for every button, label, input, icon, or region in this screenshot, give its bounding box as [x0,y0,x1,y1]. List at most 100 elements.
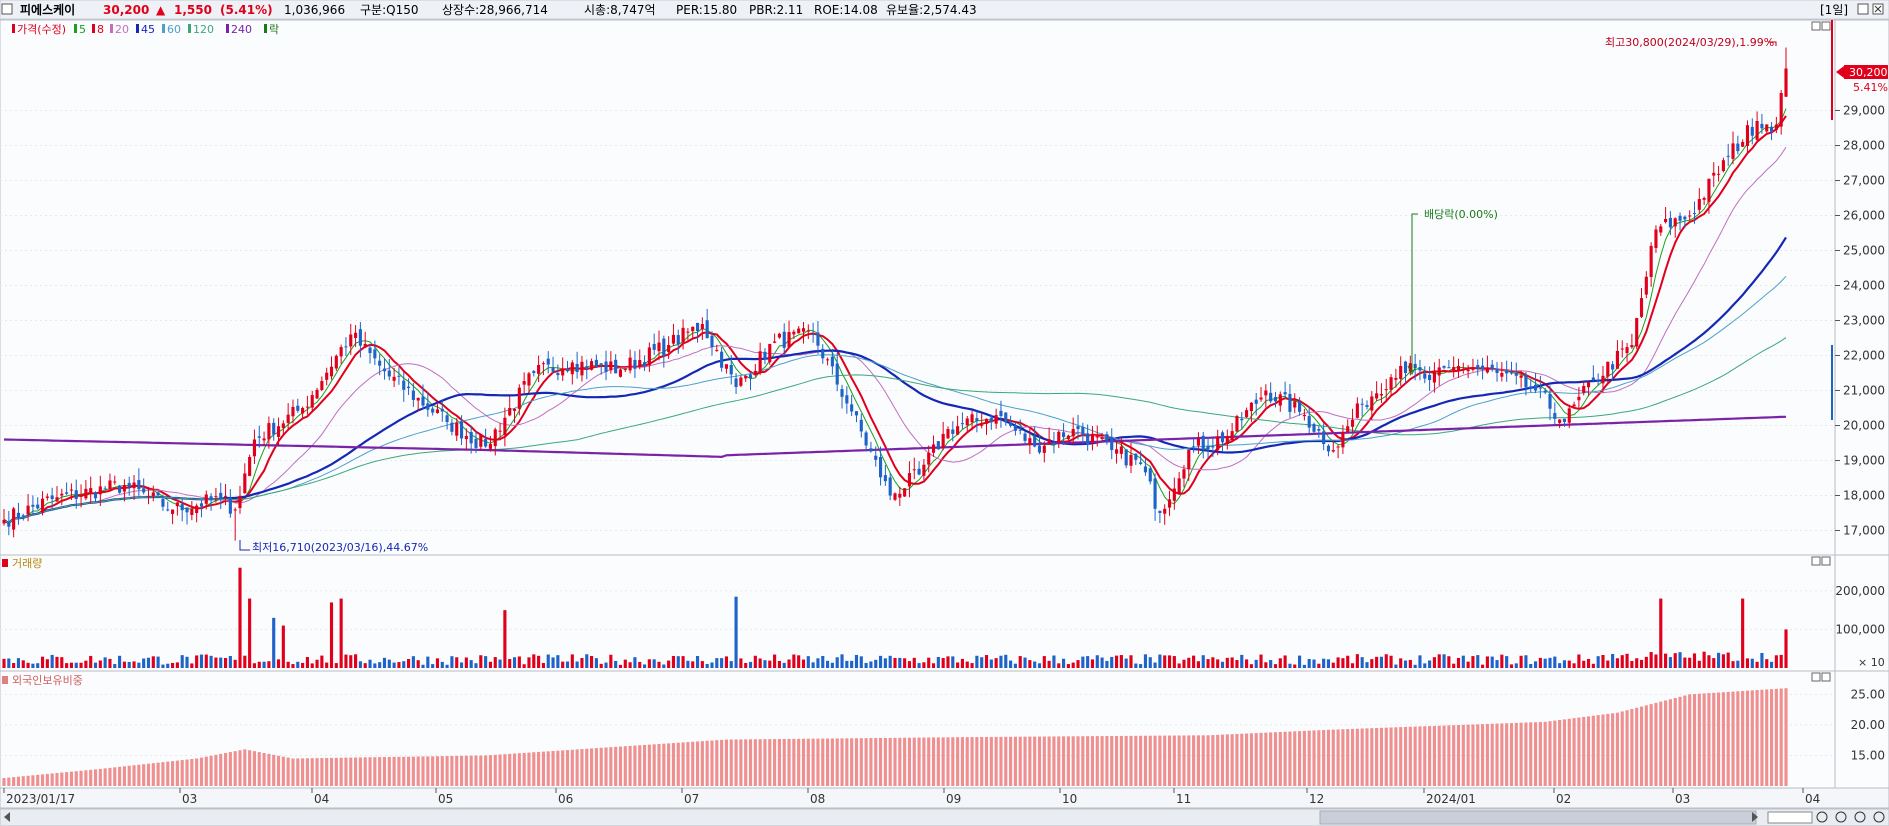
candle [1644,271,1648,299]
volume-bar [1519,655,1523,668]
candle-body [416,397,420,401]
candle [1509,361,1514,375]
candle [79,484,83,508]
volume-bar [50,654,54,668]
candle [1124,449,1128,469]
volume-bar [171,662,175,668]
candle [590,358,594,371]
candle [503,407,507,447]
candle [797,326,801,334]
candle-body [951,429,955,434]
candle-body [1630,345,1634,348]
candle-body [811,334,815,336]
candle [488,435,493,452]
foreign-ratio-bar [1037,736,1042,786]
zoom-reset-icon[interactable] [1835,811,1847,823]
foreign-ratio-bar [113,767,117,786]
scroll-right-icon[interactable] [1752,812,1758,822]
candle [1774,116,1778,134]
menu-icon[interactable] [1,3,13,15]
volume-pane-minimize-icon[interactable] [1811,556,1821,566]
foreign-ratio-bar [1249,733,1253,786]
foreign-ratio-bar [1654,702,1658,786]
foreign-ratio-bar [1423,726,1427,786]
volume-bar [276,659,281,668]
candle-body [1004,412,1008,423]
candle [1375,381,1379,401]
candle [551,356,555,374]
candle [1529,378,1533,393]
horizontal-scrollbar[interactable] [0,808,1889,826]
foreign-ratio-bar [1543,721,1547,786]
foreign-ratio-bar [459,755,464,786]
foreign-ratio-bar [1452,725,1456,786]
volume-bar [79,662,83,668]
volume-bar [103,657,107,668]
candle [1731,131,1735,165]
candle-body [1736,143,1740,152]
candle [537,355,541,383]
candle-body [956,426,960,435]
volume-bar [724,656,728,668]
candle [349,323,353,355]
foreign-ratio-bar [36,774,40,786]
foreign-ratio-bar [315,758,319,786]
candle [1384,378,1388,401]
foreign-ratio-bar [1779,688,1783,786]
close-icon[interactable] [1872,3,1884,15]
candle [445,411,449,430]
candle-body [638,360,642,368]
volume-bar [26,662,30,668]
candle [1500,362,1504,382]
candle-body [2,520,6,524]
pane-buttons[interactable] [1811,21,1831,31]
volume-bar [1283,655,1287,668]
foreign-ratio-bar [286,757,290,786]
candle [267,416,271,449]
candle-body [93,492,98,499]
zoom-slider[interactable] [1767,811,1813,824]
candle-body [1346,426,1350,433]
foreign-ratio-bar [1558,720,1562,786]
volume-bar [1322,658,1326,668]
period-button[interactable]: [1일] [1820,3,1848,17]
volume-bar [1596,656,1600,668]
foreign-pane-minimize-icon[interactable] [1811,672,1821,682]
volume-bar [1350,663,1355,668]
high-arrow-icon [1768,41,1777,46]
candle-body [1182,469,1186,479]
foreign-ratio-bar [1408,726,1412,786]
zoom-in-icon[interactable] [1854,811,1866,823]
volume-bar [214,657,218,668]
candle-body [363,343,367,348]
volume-bar [503,610,507,668]
volume-bar [1562,660,1567,668]
candle [917,461,921,476]
candle [565,360,570,373]
foreign-ratio-bar [633,745,637,786]
candle [1615,340,1619,370]
volume-pane-close-icon[interactable] [1821,556,1831,566]
foreign-ratio-bar [1375,728,1379,786]
x-tick-label: 03 [1675,792,1690,806]
foreign-ratio-bar [1466,724,1470,786]
zoom-fit-icon[interactable] [1873,811,1885,823]
foreign-pane-close-icon[interactable] [1821,672,1831,682]
scrollbar-thumb[interactable] [1319,810,1757,825]
foreign-ratio-bar [681,742,685,786]
foreign-ratio-bar [792,738,796,786]
volume-bar [989,659,993,668]
candle-body [118,485,122,493]
candle [281,420,285,436]
zoom-out-icon[interactable] [1816,811,1828,823]
scroll-left-icon[interactable] [4,812,10,822]
volume-bar [734,596,738,668]
candle-body [1384,389,1388,391]
maximize-icon[interactable] [1857,3,1869,15]
x-tick-label: 04 [1805,792,1820,806]
candle-body [816,332,820,346]
candle-body [1312,424,1316,432]
foreign-ratio-bar [498,754,502,786]
candle-body [127,482,131,488]
x-tick-label: 11 [1176,792,1191,806]
